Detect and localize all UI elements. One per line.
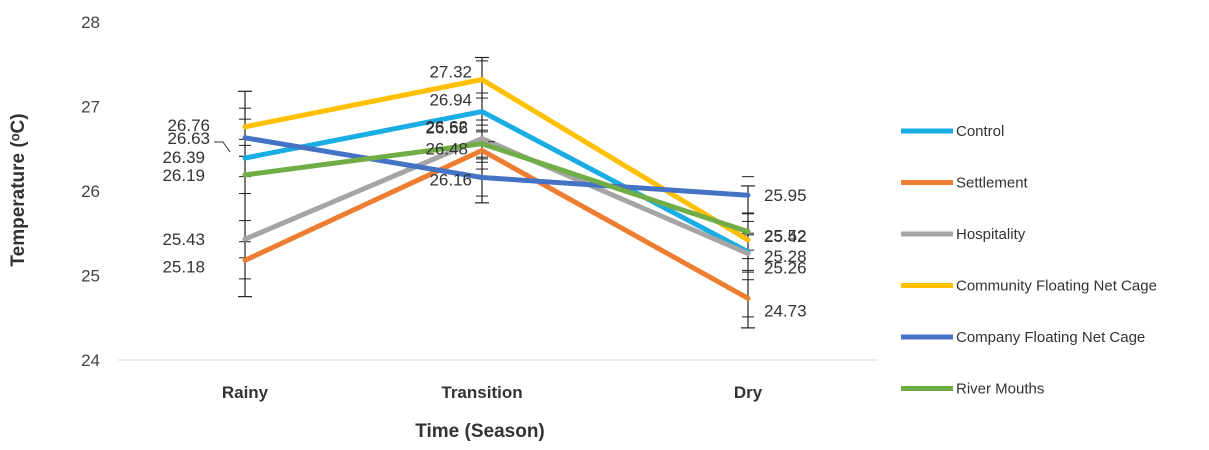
data-label: 25.95 <box>764 186 807 205</box>
data-label: 26.16 <box>429 170 472 189</box>
series-line <box>242 109 751 255</box>
legend: Control Settlement Hospitality Community Fl… <box>901 123 1157 398</box>
legend-label: Settlement <box>956 175 1029 192</box>
data-label: 24.73 <box>764 301 807 320</box>
x-axis-categories: Rainy Transition Dry <box>222 383 763 402</box>
y-tick-label: 27 <box>81 98 100 117</box>
data-label: 25.43 <box>162 230 205 249</box>
data-label: 26.62 <box>425 118 468 137</box>
label-leader-line <box>214 141 231 153</box>
legend-label: Hospitality <box>956 226 1026 243</box>
data-label: 25.18 <box>162 257 205 276</box>
y-axis-title: Temperature (ᵒC) <box>8 113 29 266</box>
data-label: 26.94 <box>429 91 472 110</box>
data-labels: 26.39 26.94 25.28 25.18 26.48 24.73 25.43 26.62… <box>162 62 806 320</box>
data-label: 26.39 <box>162 148 205 167</box>
x-category-label: Dry <box>734 383 763 402</box>
series-line <box>242 147 751 301</box>
y-tick-label: 24 <box>81 351 100 370</box>
data-label: 25.26 <box>764 259 807 278</box>
x-category-label: Transition <box>441 383 522 402</box>
series-line <box>242 77 751 243</box>
legend-label: Community Floating Net Cage <box>956 278 1157 295</box>
x-category-label: Rainy <box>222 383 269 402</box>
y-tick-label: 26 <box>81 182 100 201</box>
x-axis-title: Time (Season) <box>415 421 545 442</box>
legend-label: Control <box>956 123 1004 140</box>
legend-label: River Mouths <box>956 381 1044 398</box>
data-label: 27.32 <box>429 62 472 81</box>
data-label: 26.19 <box>162 166 205 185</box>
series-line <box>242 141 751 235</box>
y-tick-label: 28 <box>81 13 100 32</box>
y-axis-ticks: 24 25 26 27 28 <box>81 13 100 370</box>
y-tick-label: 25 <box>81 267 100 286</box>
data-label: 25.28 <box>764 247 807 266</box>
series-line <box>242 135 751 198</box>
data-label: 26.48 <box>425 139 468 158</box>
data-label: 25.52 <box>764 227 807 246</box>
legend-label: Company Floating Net Cage <box>956 329 1145 346</box>
data-label: 26.63 <box>167 129 210 148</box>
series-lines <box>242 77 751 301</box>
series-line <box>242 136 751 256</box>
data-label: 25.42 <box>764 227 807 246</box>
data-label: 26.56 <box>425 119 468 138</box>
data-label: 26.76 <box>167 116 210 135</box>
